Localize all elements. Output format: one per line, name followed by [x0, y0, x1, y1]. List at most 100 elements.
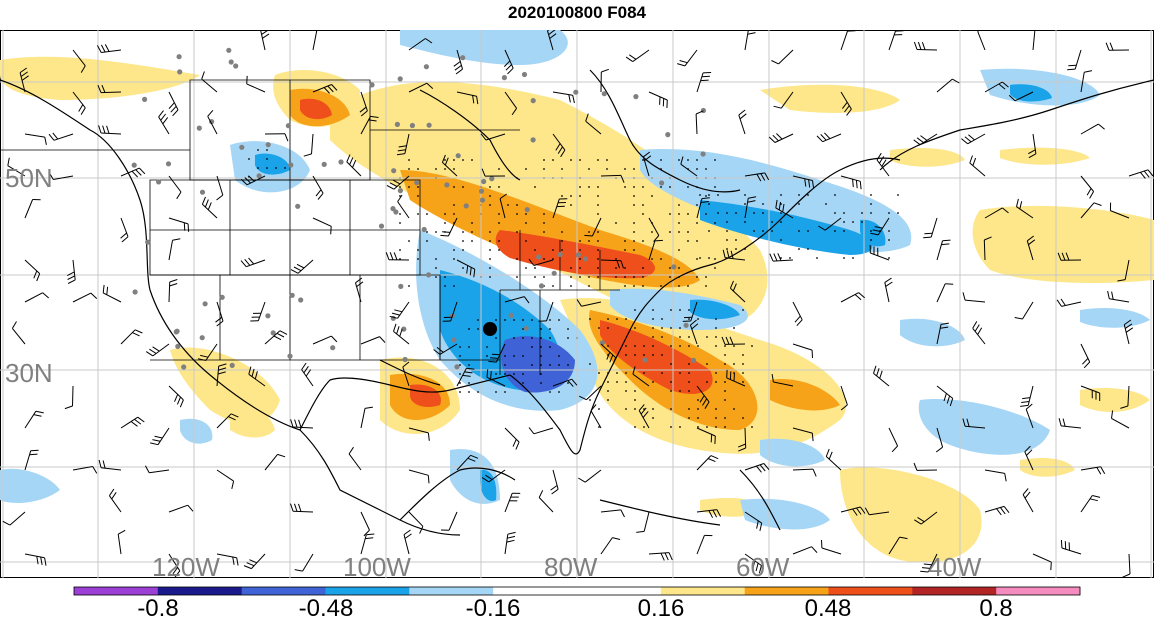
wind-barb	[216, 175, 224, 201]
stipple-dot	[697, 345, 699, 347]
stipple-dot	[688, 309, 690, 311]
wind-barb	[393, 323, 410, 345]
stipple-dot	[843, 257, 845, 259]
wind-barb	[576, 299, 602, 307]
wind-barb	[290, 419, 314, 429]
wind-barb	[168, 91, 179, 117]
wind-barb	[348, 446, 362, 471]
wind-barb	[504, 531, 516, 555]
wind-barb	[1128, 169, 1154, 179]
wind-barb	[648, 91, 668, 109]
station-dot	[295, 203, 301, 209]
wind-barb	[792, 546, 818, 555]
stipple-dot	[678, 222, 680, 224]
wind-barb	[840, 175, 862, 190]
stipple-dot	[468, 391, 470, 393]
colorbar-swatch	[493, 587, 578, 595]
stipple-dot	[435, 258, 437, 260]
station-dots	[131, 47, 707, 370]
stipple-dot	[733, 408, 735, 410]
stipple-dot	[724, 390, 726, 392]
stipple-dot	[589, 399, 591, 401]
stipple-dot	[435, 276, 437, 278]
stipple-dot	[453, 258, 455, 260]
wind-barb	[936, 322, 949, 345]
wind-barb	[168, 238, 181, 261]
wind-barb	[1080, 70, 1093, 93]
stipple-dot	[652, 408, 654, 410]
stipple-dot	[697, 399, 699, 401]
stipple-dot	[687, 240, 689, 242]
station-dot	[173, 329, 179, 335]
stipple-dot	[570, 159, 572, 161]
station-dot	[642, 357, 648, 363]
stipple-dot	[661, 354, 663, 356]
stipple-dot	[724, 417, 726, 419]
stipple-dot	[696, 159, 698, 161]
stipple-dot	[852, 221, 854, 223]
wind-barb	[528, 258, 554, 266]
stipple-dot	[708, 203, 710, 205]
colorbar-swatch	[157, 587, 243, 595]
wind-barb	[771, 374, 794, 387]
stipple-dot	[597, 159, 599, 161]
stipple-dot	[549, 328, 551, 330]
stipple-dot	[525, 267, 527, 269]
wind-barb	[442, 301, 458, 322]
wind-barb	[913, 133, 938, 146]
stipple-dot	[687, 213, 689, 215]
stipple-dot	[633, 240, 635, 242]
stipple-dot	[516, 204, 518, 206]
station-dot	[421, 226, 427, 233]
station-dot	[414, 180, 420, 186]
stipple-dot	[498, 240, 500, 242]
station-dot	[131, 162, 137, 168]
stipple-dot	[633, 186, 635, 188]
stipple-dot	[266, 149, 268, 151]
stipple-dot	[540, 382, 542, 384]
stipple-dot	[534, 249, 536, 251]
stipple-dot	[453, 159, 455, 161]
stipple-dot	[525, 168, 527, 170]
wind-barb	[216, 553, 239, 566]
station-dot	[177, 69, 183, 75]
stipple-dot	[468, 364, 470, 366]
stipple-dot	[525, 240, 527, 242]
stipple-dot	[498, 213, 500, 215]
station-dot	[478, 188, 485, 194]
wind-barb	[120, 167, 146, 178]
stipple-dot	[471, 231, 473, 233]
stipple-dot	[607, 399, 609, 401]
wind-barb	[936, 283, 954, 303]
stipple-dot	[670, 327, 672, 329]
station-dot	[690, 357, 697, 363]
stipple-dot	[735, 248, 737, 250]
wind-barb	[870, 217, 890, 236]
wind-barb	[600, 343, 617, 366]
stipple-dot	[525, 213, 527, 215]
wind-barb	[264, 330, 288, 345]
stipple-dot	[706, 336, 708, 338]
stipple-dot	[771, 221, 773, 223]
stipple-dot	[724, 426, 726, 428]
station-dot	[451, 337, 457, 343]
station-dot	[391, 168, 397, 174]
stipple-dot	[762, 230, 764, 232]
stipple-dot	[531, 319, 533, 321]
station-dot	[285, 123, 291, 129]
stipple-dot	[753, 212, 755, 214]
wind-barb	[97, 84, 122, 94]
stipple-dot	[504, 373, 506, 375]
stipple-dot	[549, 319, 551, 321]
wind-barb	[873, 365, 890, 387]
wind-barb	[264, 453, 286, 471]
colorbar-tick-neg-0.16: -0.16	[466, 595, 521, 619]
stipple-dot	[652, 417, 654, 419]
wind-barb	[552, 133, 566, 158]
stipple-dot	[624, 285, 626, 287]
station-dot	[181, 364, 187, 370]
colorbar-swatch	[577, 587, 662, 595]
stipple-dot	[462, 240, 464, 242]
lon-label-120w: 120W	[152, 552, 220, 578]
stipple-dot	[735, 239, 737, 241]
